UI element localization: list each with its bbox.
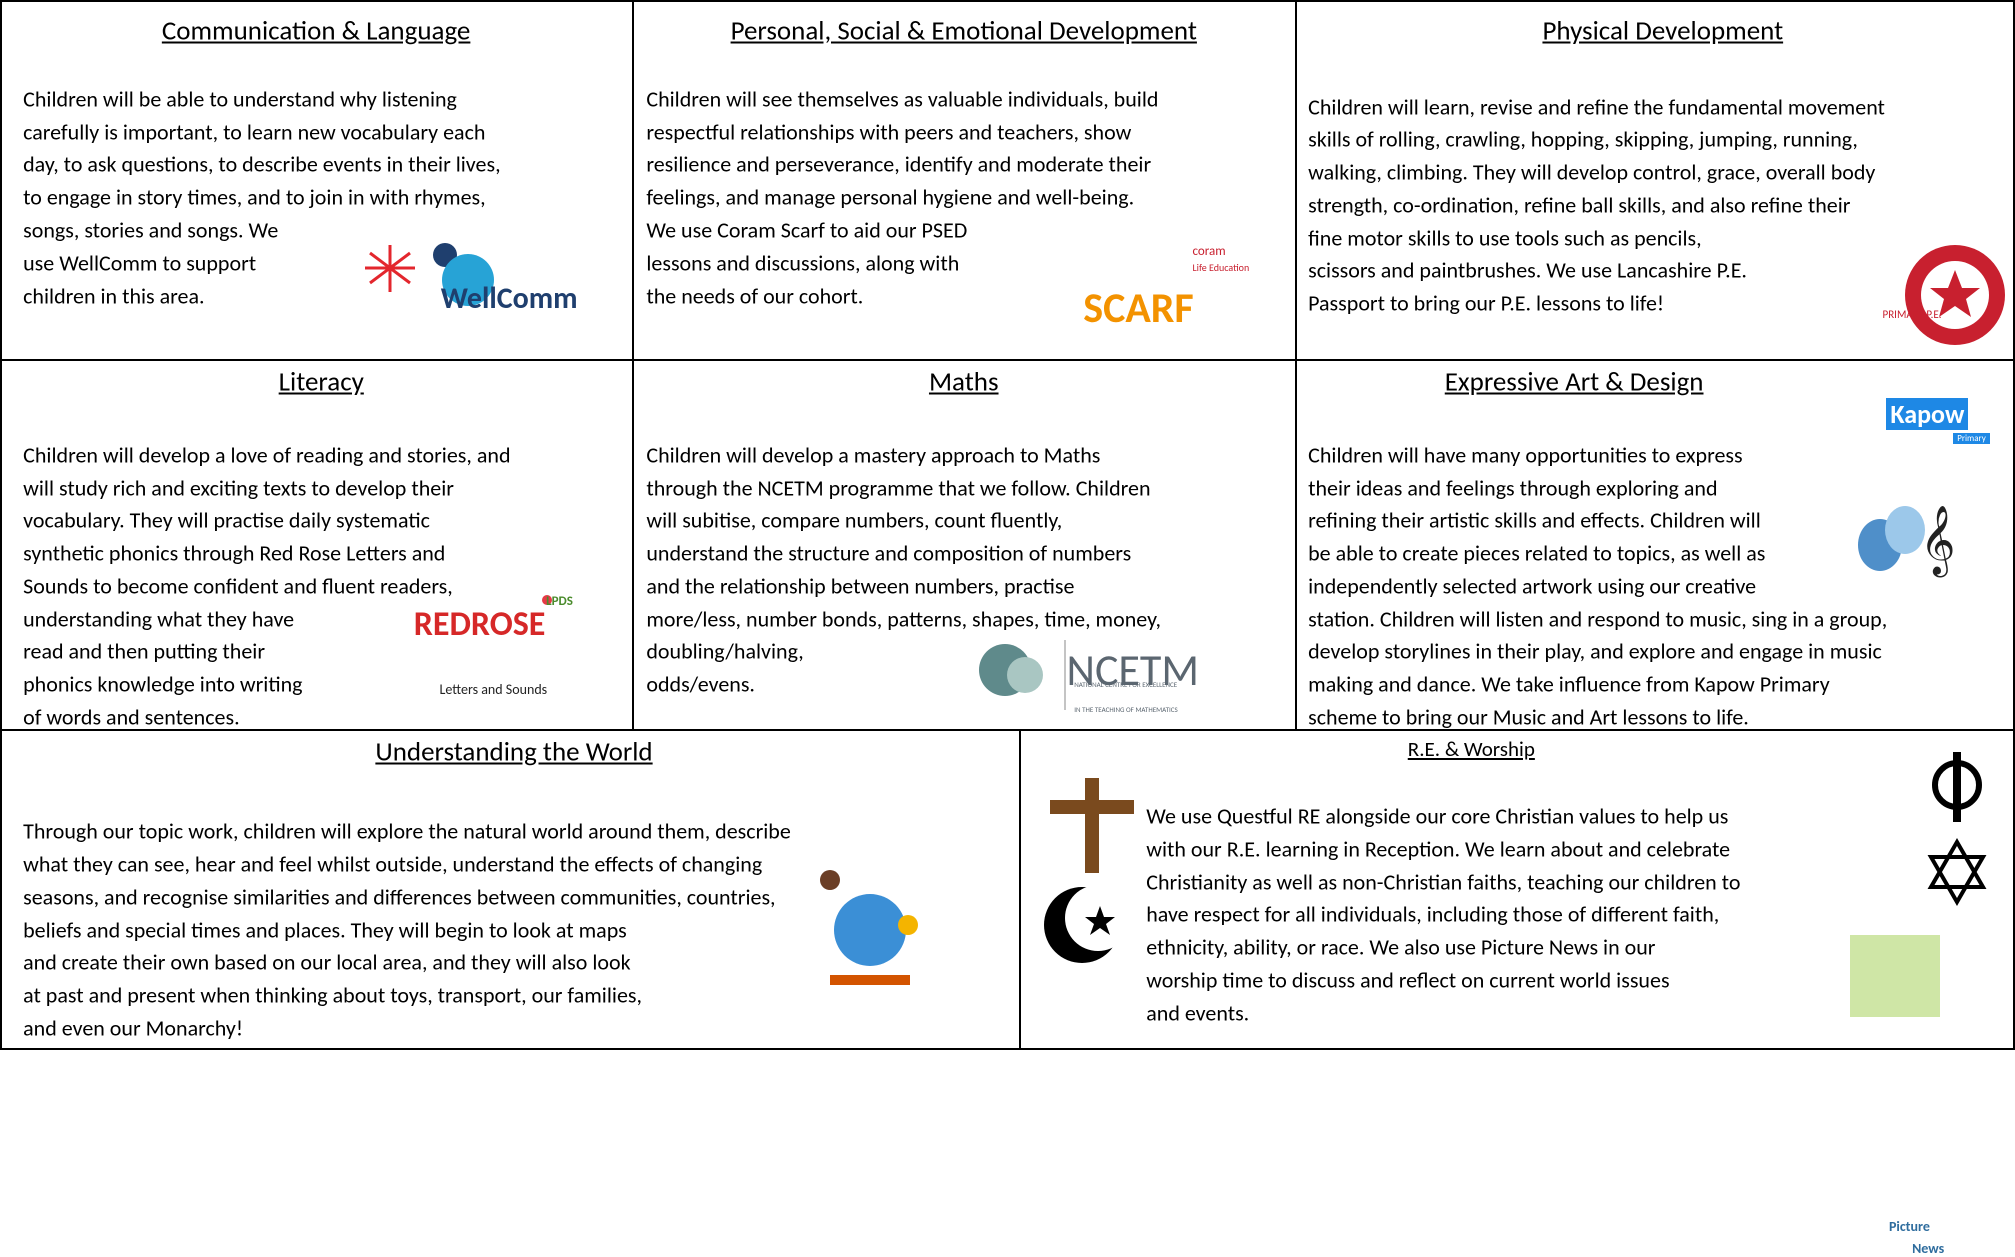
body-text: station. Children will listen and respon… <box>1308 605 1888 633</box>
logo-text: PRIMARY P.E. <box>1882 308 1942 322</box>
redrose-flower <box>542 595 552 605</box>
body-text: understanding what they have <box>23 605 295 633</box>
logo-text: Life Education <box>1192 260 1250 274</box>
section-title: R.E. & Worship <box>1407 736 1535 763</box>
cross <box>1050 778 1134 873</box>
body-text: will study rich and exciting texts to de… <box>23 474 454 502</box>
logo-text: LPDS <box>546 593 573 609</box>
body-text: will subitise, compare numbers, count fl… <box>646 506 1063 534</box>
body-text: children in this area. <box>23 282 205 310</box>
body-text: carefully is important, to learn new voc… <box>23 118 486 146</box>
body-text: ethnicity, ability, or race. We also use… <box>1146 933 1656 961</box>
body-text: scheme to bring our Music and Art lesson… <box>1308 703 1749 731</box>
body-text: Children will be able to understand why … <box>23 85 457 113</box>
body-text: with our R.E. learning in Reception. We … <box>1146 835 1731 863</box>
body-text: Children will develop a mastery approach… <box>646 441 1101 469</box>
body-text: Children will learn, revise and refine t… <box>1308 93 1885 121</box>
logo-text: Letters and Sounds <box>439 681 548 699</box>
body-text: at past and present when thinking about … <box>23 981 642 1009</box>
body-text: phonics knowledge into writing <box>23 670 303 698</box>
section-title: Understanding the World <box>375 735 653 769</box>
globe-children <box>820 870 918 985</box>
logo-text: NCETM <box>1066 642 1199 697</box>
body-text: refining their artistic skills and effec… <box>1308 506 1761 534</box>
body-text: what they can see, hear and feel whilst … <box>23 850 763 878</box>
logo-text: coram <box>1192 244 1226 260</box>
clef: 𝄞 <box>1920 504 1955 577</box>
wellcomm-icon <box>365 243 494 306</box>
body-text: synthetic phonics through Red Rose Lette… <box>23 539 446 567</box>
body-text: worship time to discuss and reflect on c… <box>1146 966 1670 994</box>
section-title: Personal, Social & Emotional Development <box>730 14 1197 48</box>
section-title: Communication & Language <box>161 14 471 48</box>
section-title: Physical Development <box>1542 14 1784 48</box>
section-title: Maths <box>928 365 999 399</box>
body-text: use WellComm to support <box>23 249 257 277</box>
logo-text: NATIONAL CENTRE FOR EXCELLENCE <box>1074 679 1178 689</box>
body-text: understand the structure and composition… <box>646 539 1132 567</box>
body-text: respectful relationships with peers and … <box>646 118 1132 146</box>
body-text: fine motor skills to use tools such as p… <box>1308 224 1702 252</box>
body-text: Sounds to become confident and fluent re… <box>23 572 453 600</box>
body-text: Christianity as well as non-Christian fa… <box>1146 868 1741 895</box>
body-text: odds/evens. <box>646 670 755 698</box>
body-text: We use Coram Scarf to aid our PSED <box>646 216 968 244</box>
body-text: to engage in story times, and to join in… <box>23 183 486 211</box>
body-text: independently selected artwork using our… <box>1308 572 1757 600</box>
crescent <box>1044 885 1131 963</box>
star-of-david <box>1927 838 1987 906</box>
body-text: seasons, and recognise similarities and … <box>23 883 776 911</box>
logo-text: IN THE TEACHING OF MATHEMATICS <box>1074 705 1178 715</box>
body-text: their ideas and feelings through explori… <box>1308 474 1718 502</box>
body-text: Children will develop a love of reading … <box>23 441 511 469</box>
passport-badge <box>1905 245 2005 345</box>
body-text: songs, stories and songs. We <box>23 216 279 244</box>
body-text: Children will see themselves as valuable… <box>646 85 1159 113</box>
body-text: be able to create pieces related to topi… <box>1308 539 1766 567</box>
body-text: skills of rolling, crawling, hopping, sk… <box>1308 125 1858 153</box>
body-text: more/less, number bonds, patterns, shape… <box>646 605 1161 633</box>
logo-text: News <box>1912 1240 1945 1257</box>
body-text: of words and sentences. <box>23 703 240 731</box>
section-title: Expressive Art & Design <box>1444 365 1704 399</box>
icons: 𝄞 <box>365 243 2005 1017</box>
body-text: resilience and perseverance, identify an… <box>646 150 1152 178</box>
body-text: vocabulary. They will practise daily sys… <box>23 506 430 534</box>
body-text: Children will have many opportunities to… <box>1308 441 1743 469</box>
body-text: day, to ask questions, to describe event… <box>23 150 501 178</box>
body-text: Passport to bring our P.E. lessons to li… <box>1308 289 1665 317</box>
body-text: and events. <box>1146 999 1250 1027</box>
body-text: have respect for all individuals, includ… <box>1146 900 1720 928</box>
logo-text: Picture <box>1888 1218 1930 1236</box>
body-text: strength, co-ordination, refine ball ski… <box>1308 191 1851 219</box>
section-title: Literacy <box>278 365 364 399</box>
body-text: making and dance. We take influence from… <box>1308 670 1830 698</box>
body-text: scissors and paintbrushes. We use Lancas… <box>1308 256 1747 284</box>
logo-text: Kapow <box>1886 398 1969 431</box>
body-text: read and then putting their <box>23 637 265 665</box>
logo-text: REDROSE <box>413 603 546 645</box>
body-text: through the NCETM programme that we foll… <box>646 474 1151 502</box>
logo-text: WellComm <box>440 280 578 318</box>
body-text: doubling/halving, <box>646 637 804 665</box>
body-text: Through our topic work, children will ex… <box>23 817 791 845</box>
ncetm-icon <box>979 640 1066 710</box>
khanda <box>1932 752 1982 822</box>
picture-news-bg <box>1850 935 1940 1017</box>
body-text: and the relationship between numbers, pr… <box>646 572 1075 600</box>
section-box <box>1019 728 2015 1050</box>
body-text: and even our Monarchy! <box>23 1014 244 1042</box>
body-text: the needs of our cohort. <box>646 282 864 310</box>
body-text: feelings, and manage personal hygiene an… <box>646 183 1135 211</box>
logo-text: Primary <box>1953 433 1990 445</box>
body-text: develop storylines in their play, and ex… <box>1308 637 1882 665</box>
theatre-music-icon: 𝄞 <box>1858 504 1955 577</box>
body-text: We use Questful RE alongside our core Ch… <box>1146 802 1729 830</box>
body-text: and create their own based on our local … <box>23 948 631 976</box>
body-text: beliefs and special times and places. Th… <box>23 916 627 944</box>
body-text: walking, climbing. They will develop con… <box>1308 158 1876 186</box>
body-text: lessons and discussions, along with <box>646 249 960 277</box>
logo-text: SCARF <box>1083 282 1194 334</box>
